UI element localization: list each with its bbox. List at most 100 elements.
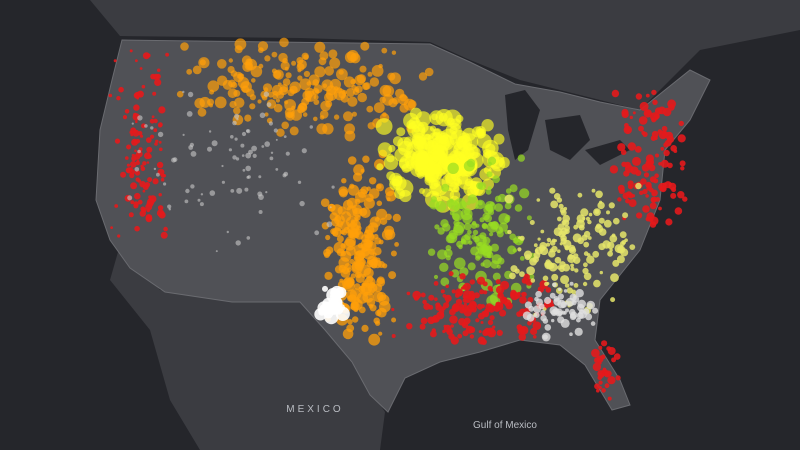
map-dot bbox=[127, 195, 133, 201]
map-dot bbox=[482, 223, 488, 230]
map-dot bbox=[499, 303, 504, 307]
map-dot bbox=[233, 71, 244, 83]
map-dot bbox=[451, 304, 460, 313]
map-dot bbox=[592, 250, 600, 258]
map-dot bbox=[388, 98, 398, 108]
map-dot bbox=[376, 208, 388, 220]
map-dot bbox=[485, 188, 492, 195]
map-dot bbox=[275, 168, 279, 171]
map-dot bbox=[146, 146, 153, 153]
map-dot bbox=[377, 142, 393, 157]
map-dot bbox=[197, 198, 201, 202]
map-dot bbox=[331, 185, 335, 189]
map-dot bbox=[135, 177, 140, 182]
map-dot bbox=[528, 305, 535, 312]
map-dot bbox=[285, 151, 290, 156]
map-dot bbox=[576, 317, 581, 323]
map-dot bbox=[638, 116, 648, 125]
map-dot bbox=[258, 210, 263, 214]
map-dot bbox=[197, 107, 207, 117]
map-dot bbox=[361, 324, 369, 332]
map-dot bbox=[482, 236, 491, 245]
map-dot bbox=[477, 242, 482, 247]
map-dot bbox=[140, 166, 146, 172]
map-dot bbox=[157, 68, 161, 72]
map-dot bbox=[120, 171, 127, 178]
map-dot bbox=[399, 103, 409, 113]
map-dot bbox=[598, 372, 605, 378]
map-dot bbox=[462, 294, 467, 299]
map-dot bbox=[486, 221, 498, 233]
map-dot bbox=[130, 200, 135, 205]
map-dot bbox=[379, 96, 387, 104]
map-dot bbox=[445, 284, 450, 289]
map-dot bbox=[462, 298, 467, 303]
map-dot bbox=[320, 198, 330, 207]
map-dot bbox=[454, 257, 466, 270]
map-dot bbox=[612, 259, 620, 267]
map-dot bbox=[347, 227, 359, 239]
map-dot bbox=[333, 114, 340, 120]
map-dot bbox=[616, 255, 625, 264]
map-dot bbox=[302, 112, 308, 117]
map-dot bbox=[128, 212, 134, 218]
map-dot bbox=[150, 134, 155, 139]
map-dot bbox=[325, 89, 338, 101]
map-dot bbox=[156, 161, 164, 169]
map-dot bbox=[136, 96, 139, 100]
map-dot bbox=[459, 304, 465, 310]
map-dot bbox=[135, 120, 138, 124]
map-dot bbox=[484, 201, 496, 212]
map-dot bbox=[330, 228, 337, 235]
map-dot bbox=[624, 238, 628, 242]
map-dot bbox=[152, 91, 157, 96]
map-dot bbox=[391, 317, 397, 323]
map-dot bbox=[549, 240, 556, 246]
map-dot bbox=[450, 336, 459, 345]
map-dot bbox=[583, 241, 590, 248]
map-dot bbox=[227, 88, 238, 99]
map-dot bbox=[283, 135, 287, 139]
map-dot bbox=[526, 215, 532, 221]
map-dot bbox=[323, 248, 332, 257]
map-dot bbox=[422, 299, 427, 305]
map-dot bbox=[378, 331, 383, 336]
map-dot bbox=[428, 294, 435, 301]
map-dot bbox=[602, 367, 607, 372]
map-dot bbox=[638, 125, 644, 132]
map-dot bbox=[215, 250, 218, 253]
map-dot bbox=[131, 122, 134, 125]
map-dot bbox=[678, 120, 684, 127]
map-dot bbox=[424, 67, 434, 77]
map-dot bbox=[658, 206, 662, 211]
map-dot bbox=[627, 180, 634, 187]
map-dot bbox=[153, 128, 158, 133]
map-dot bbox=[670, 192, 677, 199]
map-dot bbox=[149, 118, 155, 124]
map-dot bbox=[184, 199, 189, 204]
map-dot bbox=[325, 234, 331, 241]
map-dot bbox=[437, 227, 445, 235]
map-dot bbox=[264, 112, 269, 117]
map-dot bbox=[242, 168, 246, 172]
map-dot bbox=[518, 333, 527, 341]
map-dot bbox=[620, 149, 627, 156]
map-dot bbox=[275, 138, 278, 141]
map-dot bbox=[368, 333, 381, 346]
map-dot bbox=[167, 204, 172, 209]
map-dot bbox=[312, 88, 320, 96]
map-dot bbox=[186, 111, 193, 117]
map-dot bbox=[596, 388, 600, 393]
map-dot bbox=[495, 285, 505, 295]
map-dot bbox=[454, 293, 460, 298]
map-dot bbox=[153, 167, 157, 171]
map-dot bbox=[122, 115, 128, 120]
map-dot bbox=[473, 292, 480, 299]
map-dot bbox=[367, 122, 375, 130]
map-dot bbox=[576, 303, 585, 312]
map-dot bbox=[317, 301, 331, 315]
map-dot bbox=[236, 187, 243, 194]
map-dot bbox=[627, 142, 636, 151]
map-dot bbox=[655, 153, 659, 158]
map-dot bbox=[346, 197, 358, 209]
